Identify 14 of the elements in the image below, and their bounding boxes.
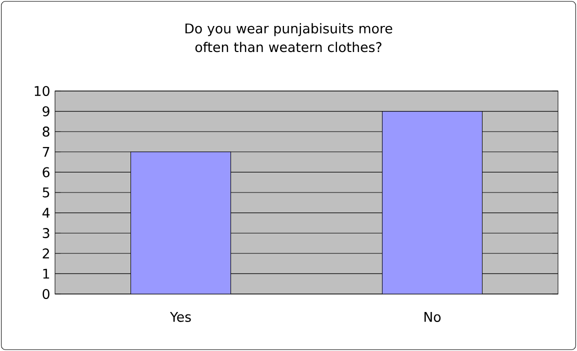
chart-title: Do you wear punjabisuits more often than weatern clothes?	[185, 23, 392, 52]
y-tick-label: 1	[43, 268, 50, 279]
y-tick-label: 3	[42, 228, 50, 238]
y-tick-label: 2	[42, 248, 49, 258]
y-tick-label: 10	[34, 86, 50, 96]
y-tick-label: 9	[42, 106, 50, 116]
y-tick-label: 5	[42, 188, 50, 198]
y-tick-label: 4	[42, 208, 50, 218]
y-tick-label: 0	[42, 288, 50, 300]
y-tick-label: 8	[42, 126, 50, 137]
y-tick-label: 7	[42, 147, 50, 157]
x-tick-label: No	[424, 312, 441, 322]
x-tick-label: Yes	[170, 312, 191, 322]
y-tick-label: 6	[42, 167, 50, 178]
